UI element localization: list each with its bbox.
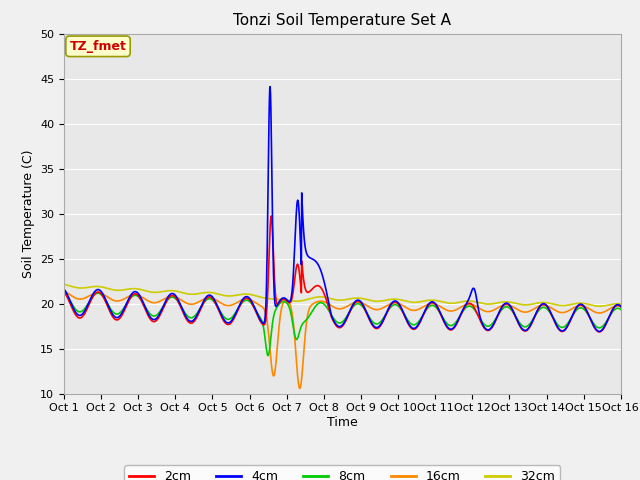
16cm: [103, 294, 111, 300]
Title: Tonzi Soil Temperature Set A: Tonzi Soil Temperature Set A: [234, 13, 451, 28]
32cm: [296, 298, 304, 304]
2cm: [126, 296, 134, 302]
Line: 8cm: 8cm: [64, 292, 621, 356]
8cm: [318, 300, 326, 306]
X-axis label: Time: Time: [327, 416, 358, 429]
Line: 16cm: 16cm: [64, 291, 621, 388]
16cm: [617, 303, 625, 309]
Line: 32cm: 32cm: [64, 285, 621, 306]
4cm: [617, 303, 625, 309]
32cm: [60, 282, 68, 288]
16cm: [318, 299, 326, 304]
2cm: [617, 304, 625, 310]
8cm: [297, 325, 305, 331]
Text: TZ_fmet: TZ_fmet: [70, 40, 127, 53]
2cm: [103, 302, 111, 308]
16cm: [126, 293, 134, 299]
8cm: [103, 300, 111, 306]
4cm: [297, 243, 305, 249]
32cm: [126, 286, 134, 292]
8cm: [378, 318, 385, 324]
4cm: [103, 300, 111, 306]
32cm: [617, 301, 625, 307]
16cm: [378, 306, 385, 312]
Y-axis label: Soil Temperature (C): Soil Temperature (C): [22, 149, 35, 278]
4cm: [378, 321, 385, 326]
8cm: [308, 309, 316, 314]
32cm: [596, 303, 604, 309]
2cm: [60, 289, 68, 295]
32cm: [318, 294, 326, 300]
32cm: [377, 298, 385, 304]
16cm: [296, 385, 304, 391]
2cm: [378, 322, 385, 327]
2cm: [595, 329, 603, 335]
Line: 4cm: 4cm: [64, 86, 621, 331]
4cm: [126, 294, 134, 300]
2cm: [268, 213, 275, 219]
8cm: [60, 289, 68, 295]
32cm: [308, 295, 316, 301]
2cm: [308, 286, 316, 292]
8cm: [617, 307, 625, 312]
Legend: 2cm, 4cm, 8cm, 16cm, 32cm: 2cm, 4cm, 8cm, 16cm, 32cm: [124, 465, 561, 480]
16cm: [308, 301, 316, 307]
4cm: [60, 286, 68, 292]
16cm: [60, 288, 68, 294]
32cm: [103, 286, 111, 291]
4cm: [266, 84, 274, 89]
4cm: [595, 328, 603, 334]
16cm: [297, 384, 305, 389]
4cm: [318, 272, 326, 277]
4cm: [308, 256, 316, 262]
2cm: [318, 287, 326, 292]
2cm: [297, 282, 305, 288]
8cm: [126, 296, 134, 302]
Line: 2cm: 2cm: [64, 216, 621, 332]
8cm: [264, 353, 272, 359]
